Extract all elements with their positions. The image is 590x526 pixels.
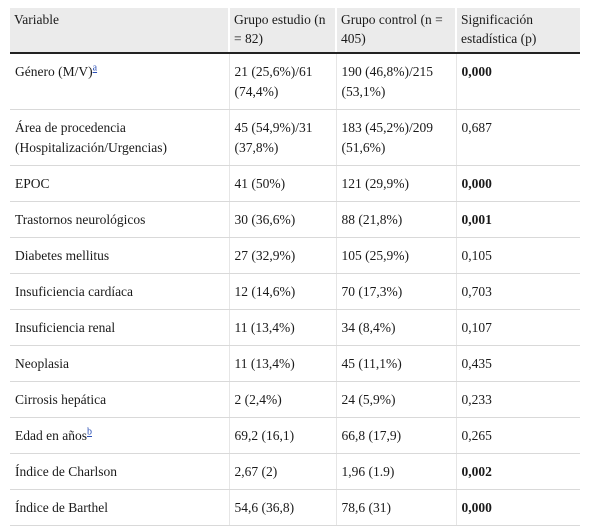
table-header: Variable Grupo estudio (n = 82) Grupo co… [10, 8, 580, 54]
cell-study-group: 54,6 (36,8) [228, 489, 336, 526]
cell-significance: 0,001 [455, 201, 580, 238]
cell-control-group: 70 (17,3%) [335, 273, 456, 310]
variable-label: Cirrosis hepática [15, 392, 107, 407]
cell-control-group: 88 (21,8%) [335, 201, 456, 238]
cell-study-group: 11 (13,4%) [228, 309, 336, 346]
cell-significance: 0,000 [455, 53, 580, 110]
cell-control-group: 105 (25,9%) [335, 237, 456, 274]
variable-label: Diabetes mellitus [15, 248, 110, 263]
table-row: Área de procedencia (Hospitalización/Urg… [10, 109, 580, 166]
variable-label: Género (M/V) [15, 64, 93, 79]
cell-variable: Edad en añosb [10, 417, 229, 454]
table-row: Insuficiencia renal 11 (13,4%) 34 (8,4%) 0,… [10, 309, 580, 346]
variable-label: Trastornos neurológicos [15, 212, 146, 227]
footnote-link[interactable]: a [92, 62, 98, 74]
cell-variable: Índice de Charlson [10, 453, 229, 490]
table-row: Diabetes mellitus 27 (32,9%) 105 (25,9%) 0,… [10, 237, 580, 274]
cell-variable: Insuficiencia cardíaca [10, 273, 229, 310]
table-row: Índice de Charlson 2,67 (2) 1,96 (1.9) 0,00… [10, 453, 580, 490]
cell-control-group: 24 (5,9%) [335, 381, 456, 418]
comparison-table: Variable Grupo estudio (n = 82) Grupo co… [10, 8, 580, 526]
cell-variable: Cirrosis hepática [10, 381, 229, 418]
header-control-group: Grupo control (n = 405) [335, 8, 456, 54]
cell-control-group: 1,96 (1.9) [335, 453, 456, 490]
table-row: Índice de Barthel 54,6 (36,8) 78,6 (31) 0,0… [10, 489, 580, 526]
table-row: Insuficiencia cardíaca 12 (14,6%) 70 (17,3… [10, 273, 580, 310]
cell-significance: 0,002 [455, 453, 580, 490]
cell-significance: 0,000 [455, 489, 580, 526]
cell-study-group: 69,2 (16,1) [228, 417, 336, 454]
variable-label: Insuficiencia renal [15, 320, 116, 335]
cell-variable: Trastornos neurológicos [10, 201, 229, 238]
table-row: Cirrosis hepática 2 (2,4%) 24 (5,9%) 0,233 [10, 381, 580, 418]
header-study-group: Grupo estudio (n = 82) [228, 8, 336, 54]
cell-significance: 0,687 [455, 109, 580, 166]
cell-variable: EPOC [10, 165, 229, 202]
variable-label: Índice de Charlson [15, 464, 117, 479]
results-table-container: Variable Grupo estudio (n = 82) Grupo co… [10, 8, 580, 526]
cell-variable: Insuficiencia renal [10, 309, 229, 346]
variable-label: Índice de Barthel [15, 500, 108, 515]
cell-study-group: 12 (14,6%) [228, 273, 336, 310]
table-row: Neoplasia 11 (13,4%) 45 (11,1%) 0,435 [10, 345, 580, 382]
variable-label: EPOC [15, 176, 50, 191]
table-body: Género (M/V)a 21 (25,6%)/61 (74,4%) 190 (4… [10, 53, 580, 526]
cell-control-group: 34 (8,4%) [335, 309, 456, 346]
header-row: Variable Grupo estudio (n = 82) Grupo co… [10, 8, 580, 54]
cell-significance: 0,703 [455, 273, 580, 310]
cell-significance: 0,107 [455, 309, 580, 346]
cell-study-group: 11 (13,4%) [228, 345, 336, 382]
cell-study-group: 41 (50%) [228, 165, 336, 202]
cell-study-group: 2,67 (2) [228, 453, 336, 490]
table-row: Edad en añosb 69,2 (16,1) 66,8 (17,9) 0,265 [10, 417, 580, 454]
variable-label: Neoplasia [15, 356, 69, 371]
header-variable: Variable [10, 8, 229, 54]
cell-significance: 0,435 [455, 345, 580, 382]
variable-label: Insuficiencia cardíaca [15, 284, 134, 299]
cell-control-group: 190 (46,8%)/215 (53,1%) [335, 53, 456, 110]
table-row: Trastornos neurológicos 30 (36,6%) 88 (21,… [10, 201, 580, 238]
variable-label: Área de procedencia (Hospitalización/Urg… [15, 120, 167, 155]
cell-significance: 0,000 [455, 165, 580, 202]
cell-variable: Género (M/V)a [10, 53, 229, 110]
cell-variable: Neoplasia [10, 345, 229, 382]
footnote-link[interactable]: b [86, 426, 92, 438]
cell-control-group: 45 (11,1%) [335, 345, 456, 382]
table-row: Género (M/V)a 21 (25,6%)/61 (74,4%) 190 (4… [10, 53, 580, 110]
cell-variable: Área de procedencia (Hospitalización/Urg… [10, 109, 229, 166]
cell-variable: Índice de Barthel [10, 489, 229, 526]
table-row: EPOC 41 (50%) 121 (29,9%) 0,000 [10, 165, 580, 202]
header-significance: Significación estadística (p) [455, 8, 580, 54]
cell-study-group: 21 (25,6%)/61 (74,4%) [228, 53, 336, 110]
cell-significance: 0,233 [455, 381, 580, 418]
cell-control-group: 66,8 (17,9) [335, 417, 456, 454]
cell-study-group: 27 (32,9%) [228, 237, 336, 274]
cell-control-group: 121 (29,9%) [335, 165, 456, 202]
cell-study-group: 2 (2,4%) [228, 381, 336, 418]
cell-study-group: 30 (36,6%) [228, 201, 336, 238]
cell-control-group: 78,6 (31) [335, 489, 456, 526]
cell-significance: 0,265 [455, 417, 580, 454]
cell-variable: Diabetes mellitus [10, 237, 229, 274]
cell-significance: 0,105 [455, 237, 580, 274]
variable-label: Edad en años [15, 428, 87, 443]
cell-control-group: 183 (45,2%)/209 (51,6%) [335, 109, 456, 166]
cell-study-group: 45 (54,9%)/31 (37,8%) [228, 109, 336, 166]
